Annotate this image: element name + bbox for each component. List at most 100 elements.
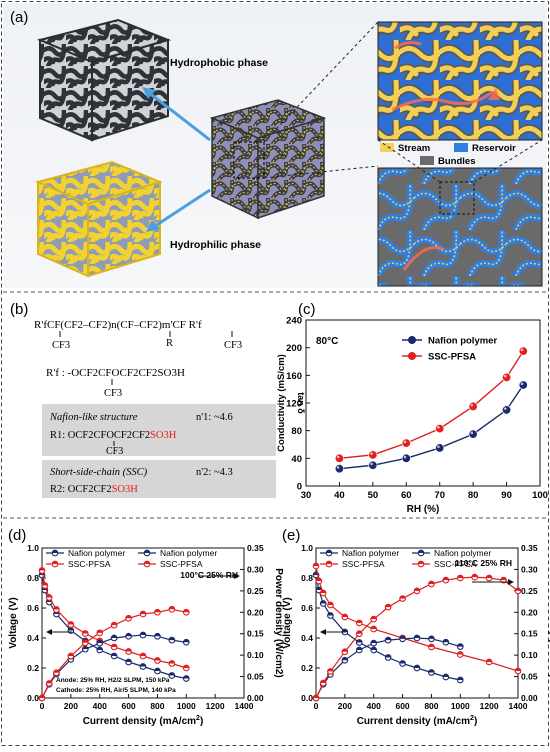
x-tick-label: 800: [150, 701, 164, 711]
hydrophobic-label: Hydrophobic phase: [170, 57, 268, 69]
y-right-tick-label: 0.00: [247, 693, 264, 703]
formula-r-group: R: [166, 338, 173, 349]
panel-b-label: (b): [10, 301, 28, 318]
condition-0: Anode: 25% RH, H2/2 SLPM, 150 kPa: [56, 677, 170, 684]
x-tick-label: 400: [93, 701, 107, 711]
x-tick-label: 600: [395, 701, 409, 711]
data-point: [401, 438, 411, 448]
data-point: [334, 453, 344, 463]
arrowhead-right: [508, 579, 514, 585]
ssc-r2: R2: OCF2CF2: [50, 484, 112, 495]
legend-swatch-reservoir: [454, 143, 468, 152]
data-point: [518, 346, 528, 356]
y-left-tick-label: 0.8: [27, 573, 39, 583]
formula-left-cf3: CF3: [52, 340, 70, 351]
y-left-tick-label: 0.8: [301, 573, 313, 583]
zoom-box: [233, 141, 265, 179]
y-left-tick-label: 1.0: [301, 543, 313, 553]
nafion-r1-acid: SO3H: [150, 430, 177, 441]
y-left-tick-label: 0.2: [27, 663, 39, 673]
legend-label: SSC-PFSA: [428, 352, 476, 363]
series-2: [312, 634, 464, 702]
nafion-n: n'1: ~4.6: [196, 412, 233, 423]
rf-definition: R'f : -OCF2CFOCF2CF2SO3H: [46, 367, 185, 379]
chart-d-label: (d): [8, 527, 26, 544]
legend-label: Nafion polymer: [342, 548, 399, 558]
y-right-tick-label: 0.30: [247, 564, 264, 574]
series-line: [315, 637, 461, 699]
y-left-tick-label: 0.2: [301, 663, 313, 673]
x-tick-label: 90: [501, 490, 512, 501]
arrow-to-hydrophilic: [146, 188, 211, 232]
x-tick-label: 100: [532, 490, 548, 501]
x-axis-label: Current density (mA/cm2): [357, 715, 478, 727]
chart-d-frame: [41, 547, 245, 699]
legend-item-3: SSC-PFSA: [412, 559, 477, 569]
data-point: [435, 424, 445, 434]
panel-a: (a) Hydrophobic phase Hydrophilic phase: [3, 3, 547, 288]
series-line: [315, 574, 461, 681]
legend-label: Nafion polymer: [434, 548, 491, 558]
condition-1: Cathode: 25% RH, Air/5 SLPM, 140 kPa: [56, 687, 176, 694]
x-tick-label: 200: [338, 701, 352, 711]
y-left-axis-label: Voltage (V): [282, 597, 293, 648]
hydrophobic-cube: [36, 18, 172, 142]
data-point: [435, 443, 445, 453]
legend-item-0: Nafion polymer: [320, 548, 399, 558]
legend-swatch-bundles: [420, 156, 434, 165]
nafion-title: Nafion-like structure: [49, 412, 138, 423]
y-tick-label: 200: [286, 343, 302, 354]
legend-label: Nafion polymer: [160, 548, 217, 558]
y-left-tick-label: 0.4: [27, 633, 39, 643]
panel-c-label: (c): [298, 301, 316, 318]
y-right-tick-label: 0.10: [521, 650, 538, 660]
svg-text:R2: OCF2CF2SO3H: R2: OCF2CF2SO3H: [50, 484, 138, 495]
x-axis-label: Current density (mA/cm2): [83, 715, 204, 727]
y-right-tick-label: 0.20: [247, 607, 264, 617]
ssc-title: Short-side-chain (SSC): [50, 467, 148, 478]
phase-legend: Stream Reservoir Bundles: [380, 143, 516, 167]
chart-d-annotation: 100°C 25% RH: [180, 570, 238, 580]
y-right-tick-label: 0.05: [247, 672, 264, 682]
charts: (c)30 40 50 60 70 80 90 10004080120160200240RH …: [8, 301, 550, 727]
legend-label: SSC-PFSA: [160, 559, 203, 569]
legend-label: SSC-PFSA: [342, 559, 385, 569]
x-axis-label: RH (%): [407, 504, 440, 515]
y-right-tick-label: 0.20: [521, 607, 538, 617]
series-line: [339, 350, 524, 460]
y-right-tick-label: 0.25: [521, 586, 538, 596]
data-point: [468, 429, 478, 439]
y-right-tick-label: 0.35: [247, 543, 264, 553]
x-tick-label: 400: [367, 701, 381, 711]
ssc-n: n'2: ~4.3: [196, 467, 233, 478]
chart-e-frame: [315, 547, 519, 699]
x-tick-label: 1200: [480, 701, 499, 711]
y-right-axis-label: Power density (W/cm2): [273, 568, 284, 677]
arrow-to-hydrophobic: [142, 87, 211, 142]
y-tick-label: 160: [286, 371, 302, 382]
legend-item-3: SSC-PFSA: [138, 559, 203, 569]
legend-stream: Stream: [398, 143, 430, 154]
y-right-tick-label: 0.00: [521, 693, 538, 703]
legend-reservoir: Reservoir: [472, 143, 516, 154]
y-right-tick-label: 0.10: [247, 650, 264, 660]
legend-label: Nafion polymer: [68, 548, 125, 558]
x-tick-label: 1000: [177, 701, 196, 711]
series-line: [315, 576, 519, 699]
x-tick-label: 0: [40, 701, 45, 711]
y-right-tick-label: 0.30: [521, 564, 538, 574]
chart-e-annotation: 110°C 25% RH: [455, 558, 512, 568]
zoom-line-bottom: [263, 165, 379, 179]
ssc-r2-acid: SO3H: [112, 484, 139, 495]
x-tick-label: 1000: [451, 701, 470, 711]
stream-zoom-image: [377, 21, 543, 141]
series-1: SSC-PFSA: [334, 346, 528, 463]
y-left-tick-label: 0.4: [301, 633, 313, 643]
series-0: [312, 571, 464, 684]
legend-swatch-stream: [380, 143, 394, 152]
formula-backbone: R'fCF(CF2–CF2)n(CF–CF2)m'CF R'f: [34, 319, 202, 331]
x-tick-label: 70: [434, 490, 445, 501]
x-tick-label: 600: [121, 701, 135, 711]
rf-cf3: CF3: [104, 388, 122, 399]
panel-b: (b) R'fCF(CF2–CF2)n(CF–CF2)m'CF R'f CF3 …: [10, 301, 276, 498]
